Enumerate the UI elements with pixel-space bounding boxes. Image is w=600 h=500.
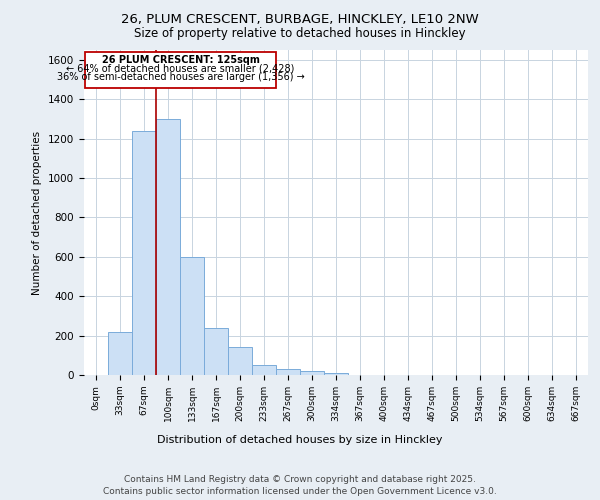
Bar: [180, 257, 204, 375]
FancyBboxPatch shape: [85, 52, 276, 88]
Bar: [276, 369, 300, 375]
Text: 36% of semi-detached houses are larger (1,356) →: 36% of semi-detached houses are larger (…: [57, 72, 304, 82]
Y-axis label: Number of detached properties: Number of detached properties: [32, 130, 43, 294]
Bar: [324, 372, 348, 375]
Bar: [228, 348, 252, 375]
Bar: [252, 365, 276, 375]
Bar: [204, 328, 228, 375]
Text: Size of property relative to detached houses in Hinckley: Size of property relative to detached ho…: [134, 28, 466, 40]
Text: 26, PLUM CRESCENT, BURBAGE, HINCKLEY, LE10 2NW: 26, PLUM CRESCENT, BURBAGE, HINCKLEY, LE…: [121, 12, 479, 26]
Bar: [132, 131, 156, 375]
Bar: [108, 332, 132, 375]
Text: Contains public sector information licensed under the Open Government Licence v3: Contains public sector information licen…: [103, 488, 497, 496]
Text: 26 PLUM CRESCENT: 125sqm: 26 PLUM CRESCENT: 125sqm: [101, 55, 260, 65]
Text: Distribution of detached houses by size in Hinckley: Distribution of detached houses by size …: [157, 435, 443, 445]
Bar: [300, 370, 324, 375]
Text: Contains HM Land Registry data © Crown copyright and database right 2025.: Contains HM Land Registry data © Crown c…: [124, 475, 476, 484]
Bar: [156, 118, 180, 375]
Text: ← 64% of detached houses are smaller (2,428): ← 64% of detached houses are smaller (2,…: [67, 64, 295, 74]
